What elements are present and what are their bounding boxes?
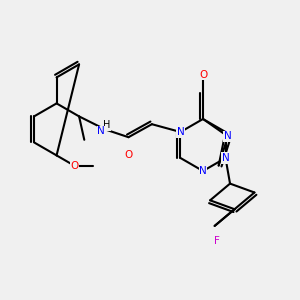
Text: N: N: [224, 131, 232, 141]
Text: N: N: [97, 126, 105, 136]
Text: O: O: [199, 70, 207, 80]
Text: N: N: [199, 166, 207, 176]
Text: N: N: [222, 153, 230, 163]
Text: O: O: [70, 161, 79, 171]
Text: F: F: [214, 236, 220, 246]
Text: O: O: [124, 150, 133, 161]
Text: H: H: [103, 120, 111, 130]
Text: N: N: [177, 127, 184, 137]
